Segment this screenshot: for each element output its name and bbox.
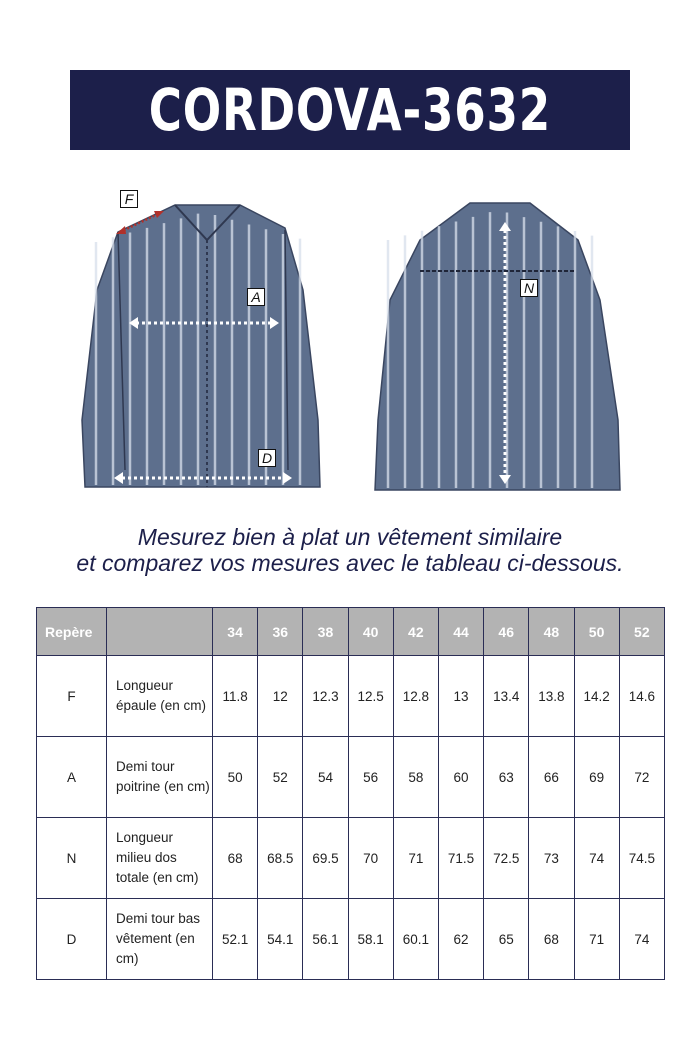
- size-value: 68: [211, 817, 259, 899]
- measure-arrow-a: [129, 317, 279, 329]
- header-size: 38: [302, 607, 349, 656]
- size-value: 68.5: [257, 817, 304, 899]
- table-header-row: Repère 34 36 38 40 42 44 46 48 50 52: [36, 607, 666, 656]
- row-marker: A: [36, 736, 107, 818]
- instructions: Mesurez bien à plat un vêtement similair…: [0, 524, 700, 576]
- header-size: 44: [437, 607, 485, 656]
- front-shirt-illustration: [81, 204, 321, 488]
- size-value: 58: [392, 736, 439, 818]
- title-banner: CORDOVA-3632: [70, 70, 630, 150]
- size-value: 50: [211, 736, 259, 818]
- header-marker: Repère: [36, 607, 107, 656]
- size-value: 63: [483, 736, 530, 818]
- size-value: 68: [528, 898, 575, 980]
- header-size: 46: [483, 607, 530, 656]
- row-description: Demi tour poitrine (en cm): [106, 736, 213, 818]
- header-size: 48: [528, 607, 575, 656]
- instructions-line-2: et comparez vos mesures avec le tableau …: [76, 550, 624, 576]
- label-n: N: [520, 279, 538, 297]
- table-row: D Demi tour bas vêtement (en cm) 52.1 54.1 5…: [36, 898, 666, 980]
- row-description: Longueur milieu dos totale (en cm): [106, 817, 213, 899]
- size-value: 65: [483, 898, 530, 980]
- product-title: CORDOVA-3632: [148, 76, 552, 144]
- instructions-line-1: Mesurez bien à plat un vêtement similair…: [137, 524, 563, 550]
- row-description: Longueur épaule (en cm): [106, 655, 213, 737]
- size-value: 71: [392, 817, 439, 899]
- table-row: A Demi tour poitrine (en cm) 50 52 54 56 58 60 6…: [36, 736, 666, 818]
- size-value: 12.3: [302, 655, 349, 737]
- header-size: 42: [392, 607, 439, 656]
- size-value: 11.8: [211, 655, 259, 737]
- row-marker: F: [36, 655, 107, 737]
- size-value: 74: [573, 817, 620, 899]
- label-f: F: [120, 190, 138, 208]
- table-row: F Longueur épaule (en cm) 11.8 12 12.3 12.5 12…: [36, 655, 666, 737]
- header-description: [106, 607, 213, 656]
- size-value: 12.5: [347, 655, 394, 737]
- measure-arrow-n: [499, 222, 511, 484]
- size-value: 52.1: [211, 898, 259, 980]
- table-row: N Longueur milieu dos totale (en cm) 68 68.…: [36, 817, 666, 899]
- shirt-illustrations: [81, 202, 621, 491]
- header-size: 50: [573, 607, 620, 656]
- back-shirt-illustration: [374, 202, 621, 491]
- header-size: 36: [257, 607, 304, 656]
- measure-arrow-d: [114, 472, 292, 484]
- size-value: 14.6: [618, 655, 666, 737]
- row-marker: N: [36, 817, 107, 899]
- size-value: 54: [302, 736, 349, 818]
- size-value: 60: [437, 736, 485, 818]
- header-size: 34: [211, 607, 259, 656]
- measure-arrow-f: [116, 211, 164, 234]
- size-value: 56.1: [302, 898, 349, 980]
- size-value: 69: [573, 736, 620, 818]
- size-table: Repère 34 36 38 40 42 44 46 48 50 52 F Longueur ép…: [36, 607, 666, 980]
- size-value: 12: [257, 655, 304, 737]
- size-value: 74: [618, 898, 666, 980]
- size-value: 56: [347, 736, 394, 818]
- size-value: 13.8: [528, 655, 575, 737]
- size-value: 74.5: [618, 817, 666, 899]
- header-size: 40: [347, 607, 394, 656]
- size-value: 71.5: [437, 817, 485, 899]
- row-description: Demi tour bas vêtement (en cm): [106, 898, 213, 980]
- size-value: 54.1: [257, 898, 304, 980]
- size-value: 69.5: [302, 817, 349, 899]
- size-value: 58.1: [347, 898, 394, 980]
- size-value: 73: [528, 817, 575, 899]
- size-value: 70: [347, 817, 394, 899]
- header-size: 52: [618, 607, 666, 656]
- size-value: 14.2: [573, 655, 620, 737]
- size-value: 72.5: [483, 817, 530, 899]
- size-value: 13: [437, 655, 485, 737]
- size-value: 66: [528, 736, 575, 818]
- size-value: 52: [257, 736, 304, 818]
- size-value: 13.4: [483, 655, 530, 737]
- label-d: D: [258, 449, 276, 467]
- size-value: 62: [437, 898, 485, 980]
- size-value: 72: [618, 736, 666, 818]
- size-value: 60.1: [392, 898, 439, 980]
- size-value: 12.8: [392, 655, 439, 737]
- row-marker: D: [36, 898, 107, 980]
- size-value: 71: [573, 898, 620, 980]
- label-a: A: [247, 288, 265, 306]
